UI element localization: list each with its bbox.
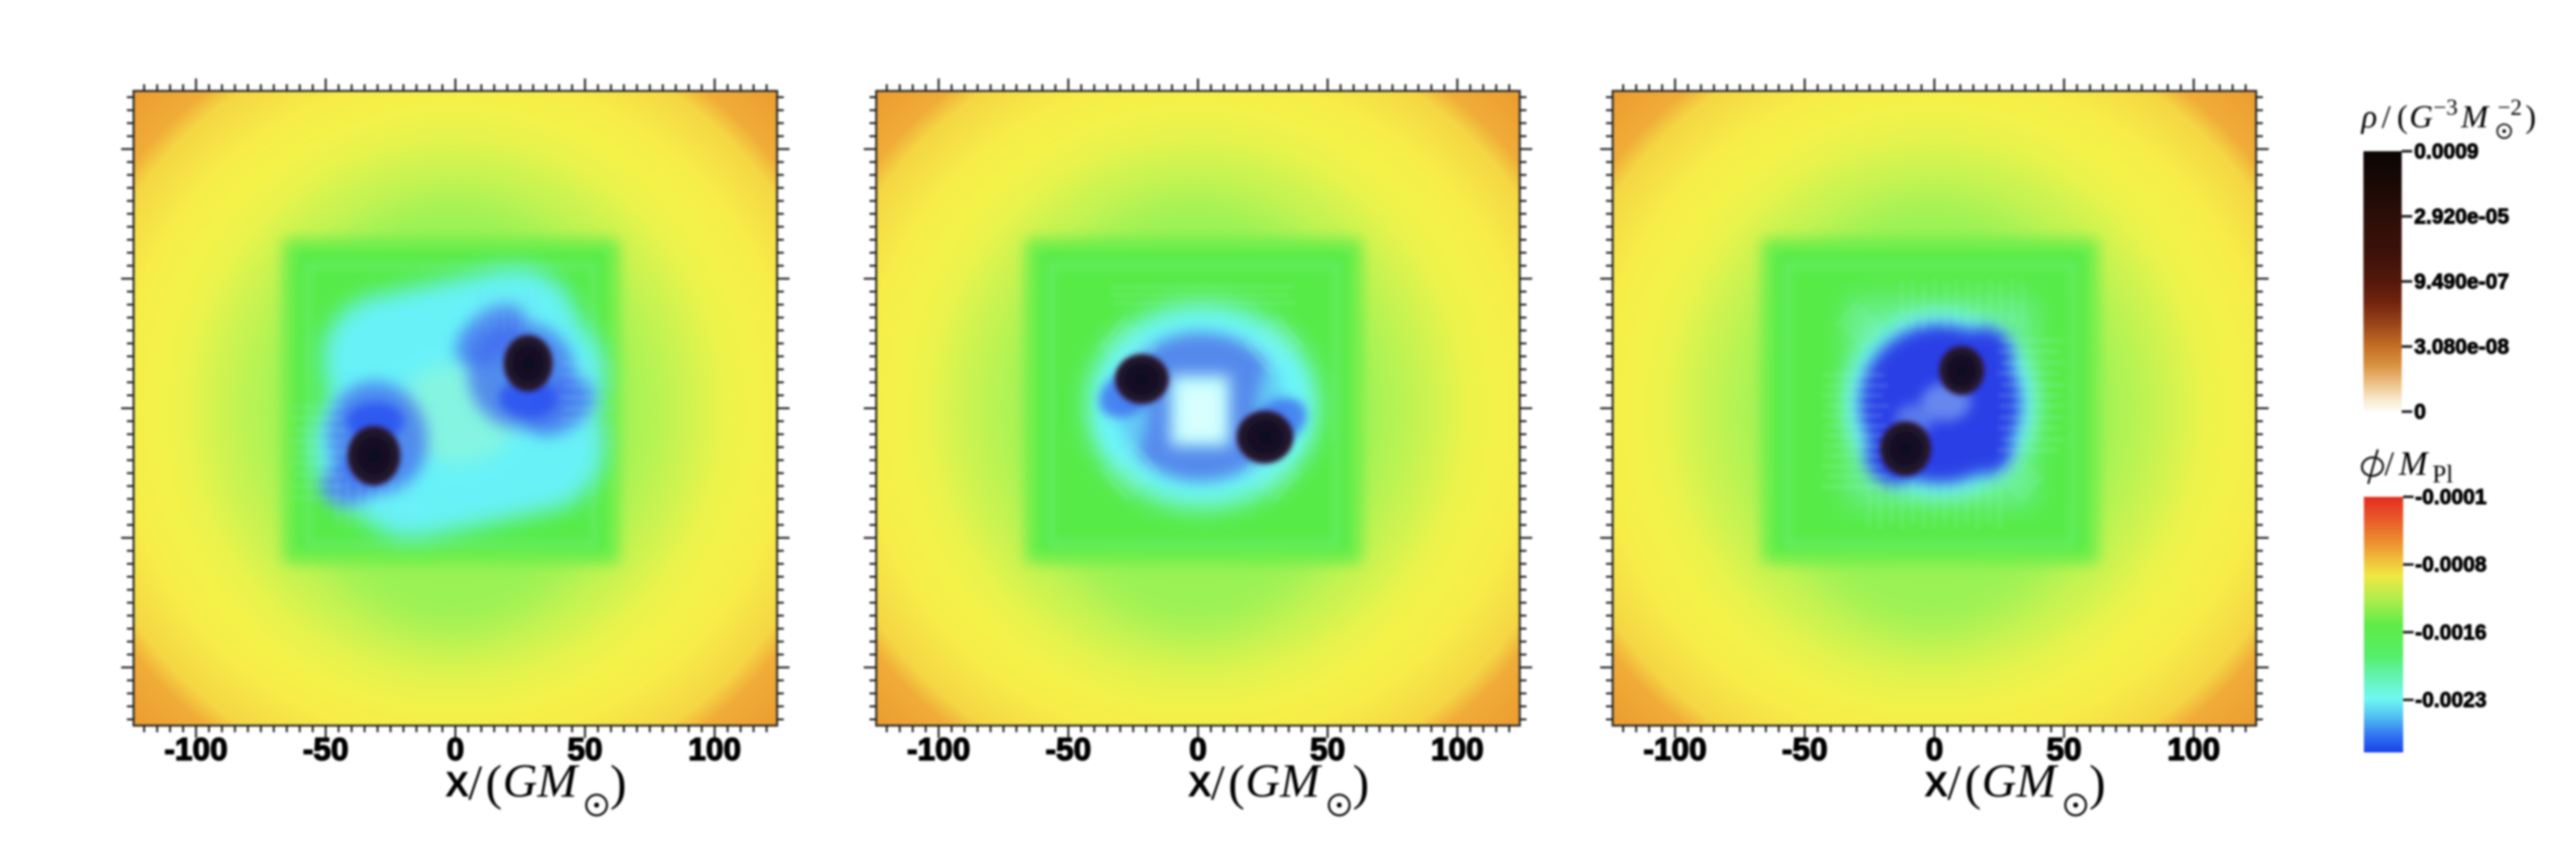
svg-text:/: / bbox=[2384, 444, 2394, 482]
svg-text:(: ( bbox=[2397, 100, 2407, 135]
svg-text:Pl: Pl bbox=[2432, 460, 2453, 488]
svg-text:X: X bbox=[445, 765, 469, 804]
svg-text:GM: GM bbox=[503, 753, 579, 807]
svg-text:50: 50 bbox=[1310, 731, 1345, 767]
svg-text:0: 0 bbox=[2414, 400, 2426, 424]
svg-text:GM: GM bbox=[1246, 753, 1322, 807]
svg-text:-100: -100 bbox=[907, 731, 970, 767]
svg-text:100: 100 bbox=[1431, 731, 1483, 767]
svg-text:0: 0 bbox=[1926, 731, 1943, 767]
svg-text:ρ: ρ bbox=[2361, 100, 2377, 135]
svg-text:100: 100 bbox=[2167, 731, 2220, 767]
svg-text:): ) bbox=[1353, 756, 1369, 811]
svg-text:50: 50 bbox=[568, 731, 603, 767]
svg-text:-0.0016: -0.0016 bbox=[2415, 620, 2487, 644]
svg-text:/: / bbox=[2382, 100, 2391, 135]
svg-text:50: 50 bbox=[2046, 731, 2082, 767]
svg-text:G: G bbox=[2409, 100, 2433, 135]
svg-text:): ) bbox=[2525, 100, 2536, 135]
svg-text:-0.0023: -0.0023 bbox=[2415, 688, 2487, 712]
svg-text:−2: −2 bbox=[2497, 96, 2522, 121]
svg-text:0.0009: 0.0009 bbox=[2414, 140, 2478, 164]
svg-text:/: / bbox=[1948, 756, 1962, 811]
svg-text:-100: -100 bbox=[165, 731, 228, 767]
svg-text:M: M bbox=[2398, 444, 2429, 482]
svg-text:-50: -50 bbox=[1046, 731, 1092, 767]
svg-text:−3: −3 bbox=[2433, 96, 2458, 121]
svg-text:(: ( bbox=[486, 756, 502, 811]
svg-text:0: 0 bbox=[446, 731, 463, 767]
svg-text:-100: -100 bbox=[1643, 731, 1706, 767]
svg-text:): ) bbox=[2090, 756, 2106, 811]
svg-text:(: ( bbox=[1229, 756, 1245, 811]
svg-text:-0.0008: -0.0008 bbox=[2415, 552, 2487, 576]
svg-text:-50: -50 bbox=[303, 731, 349, 767]
svg-text:-0.0001: -0.0001 bbox=[2415, 485, 2487, 509]
svg-text:/: / bbox=[468, 756, 483, 811]
svg-text:GM: GM bbox=[1982, 753, 2059, 807]
svg-text:9.490e-07: 9.490e-07 bbox=[2414, 270, 2509, 294]
svg-text:M: M bbox=[2460, 100, 2490, 135]
svg-text:(: ( bbox=[1965, 756, 1981, 811]
svg-text:/: / bbox=[1211, 756, 1226, 811]
svg-text:0: 0 bbox=[1189, 731, 1207, 767]
svg-text:3.080e-08: 3.080e-08 bbox=[2414, 335, 2509, 359]
svg-text:-50: -50 bbox=[1782, 731, 1828, 767]
svg-text:X: X bbox=[1925, 765, 1949, 804]
svg-text:2.920e-05: 2.920e-05 bbox=[2414, 205, 2509, 229]
svg-text:X: X bbox=[1188, 765, 1212, 804]
svg-text:100: 100 bbox=[689, 731, 741, 767]
svg-text:): ) bbox=[610, 756, 626, 811]
